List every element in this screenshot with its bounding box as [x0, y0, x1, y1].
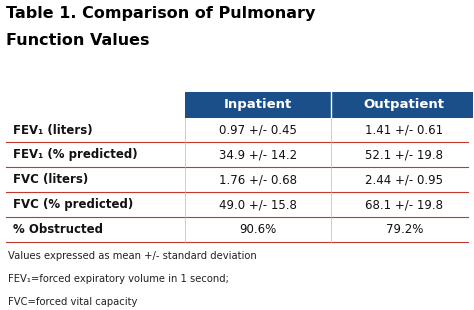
Text: 1.76 +/- 0.68: 1.76 +/- 0.68 — [219, 173, 297, 186]
Text: Outpatient: Outpatient — [364, 98, 445, 111]
Text: Inpatient: Inpatient — [224, 98, 292, 111]
Text: 90.6%: 90.6% — [239, 223, 277, 236]
Text: FVC (liters): FVC (liters) — [13, 173, 89, 186]
Text: Table 1. Comparison of Pulmonary: Table 1. Comparison of Pulmonary — [6, 6, 316, 21]
Text: 2.44 +/- 0.95: 2.44 +/- 0.95 — [365, 173, 443, 186]
Text: Values expressed as mean +/- standard deviation: Values expressed as mean +/- standard de… — [9, 251, 257, 261]
Text: 49.0 +/- 15.8: 49.0 +/- 15.8 — [219, 198, 297, 211]
Text: FEV₁=forced expiratory volume in 1 second;: FEV₁=forced expiratory volume in 1 secon… — [9, 274, 229, 284]
Text: Function Values: Function Values — [6, 33, 150, 48]
Text: FEV₁ (% predicted): FEV₁ (% predicted) — [13, 148, 138, 162]
FancyBboxPatch shape — [185, 92, 474, 117]
Text: FVC=forced vital capacity: FVC=forced vital capacity — [9, 297, 138, 307]
Text: FEV₁ (liters): FEV₁ (liters) — [13, 124, 93, 136]
Text: 79.2%: 79.2% — [385, 223, 423, 236]
Text: % Obstructed: % Obstructed — [13, 223, 103, 236]
Text: FVC (% predicted): FVC (% predicted) — [13, 198, 133, 211]
Text: 34.9 +/- 14.2: 34.9 +/- 14.2 — [219, 148, 297, 162]
Text: 68.1 +/- 19.8: 68.1 +/- 19.8 — [365, 198, 443, 211]
Text: 0.97 +/- 0.45: 0.97 +/- 0.45 — [219, 124, 297, 136]
Text: 1.41 +/- 0.61: 1.41 +/- 0.61 — [365, 124, 443, 136]
Text: 52.1 +/- 19.8: 52.1 +/- 19.8 — [365, 148, 443, 162]
